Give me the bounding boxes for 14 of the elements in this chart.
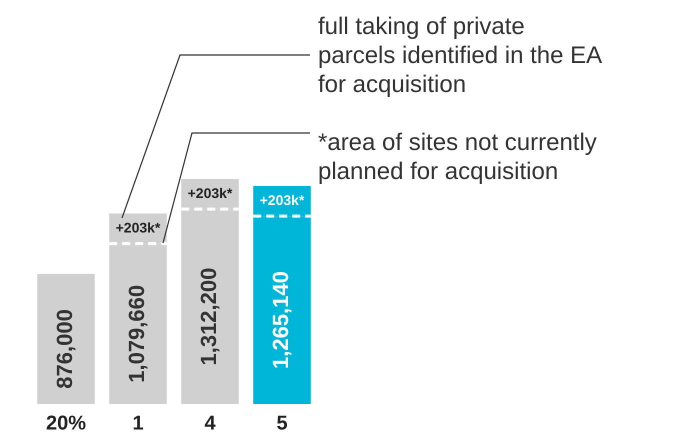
annotation: *area of sites not currently planned for acquisition — [318, 128, 598, 186]
x-tick-label: 1 — [132, 412, 144, 435]
data-label: +203k* — [260, 192, 305, 208]
data-label: +203k* — [188, 184, 233, 201]
x-tick-label: 5 — [276, 412, 288, 435]
data-label: 1,265,140 — [268, 271, 294, 370]
data-label: 1,312,200 — [196, 268, 222, 366]
data-label: +203k* — [116, 219, 161, 236]
x-tick-label: 20% — [46, 412, 86, 435]
data-label: 876,000 — [52, 309, 78, 389]
bar — [37, 274, 95, 404]
x-tick-label: 4 — [204, 412, 216, 435]
text: full taking of private parcels identified in the EA for acquisition — [318, 12, 602, 99]
data-label: 1,079,660 — [124, 284, 150, 383]
